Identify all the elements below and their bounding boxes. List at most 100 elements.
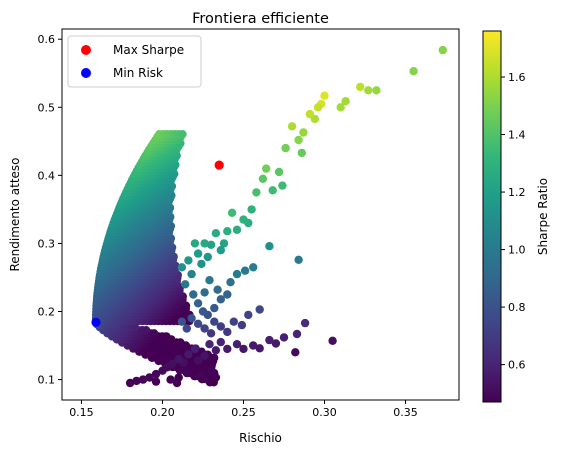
colorbar-tick-label: 0.8 (508, 301, 526, 314)
data-point (239, 215, 248, 224)
data-point (274, 167, 284, 177)
data-point (223, 290, 232, 299)
data-point (227, 208, 237, 217)
x-tick-label: 0.35 (393, 406, 418, 419)
data-point (237, 320, 247, 330)
data-point (211, 346, 221, 355)
data-point (216, 337, 225, 347)
plot-frame (61, 28, 460, 401)
data-point (190, 239, 200, 248)
data-point (291, 348, 300, 357)
data-point (223, 344, 232, 354)
colorbar-tick-label: 0.6 (508, 359, 526, 372)
data-point (200, 288, 209, 297)
data-point (299, 128, 308, 137)
colorbar-label: Sharpe Ratio (536, 178, 550, 255)
data-point (229, 317, 238, 326)
data-point (210, 317, 219, 326)
data-point (300, 318, 310, 328)
data-point (187, 269, 196, 279)
data-point (138, 375, 148, 384)
legend-marker-min-risk (81, 68, 91, 78)
y-tick-label: 0.4 (38, 169, 56, 182)
data-point (292, 329, 302, 339)
scatter-points (91, 45, 447, 388)
data-point (265, 335, 274, 345)
y-axis-label: Rendimento atteso (8, 157, 22, 271)
portfolio-cloud (91, 130, 219, 387)
data-point (265, 242, 274, 251)
data-point (223, 227, 232, 236)
colorbar (482, 30, 502, 403)
data-point (193, 299, 203, 308)
data-point (187, 314, 196, 323)
data-point (356, 82, 365, 92)
data-point (438, 45, 447, 55)
min-risk-point (91, 317, 101, 327)
data-point (177, 263, 187, 272)
data-point (249, 341, 258, 350)
x-tick-label: 0.25 (231, 406, 256, 419)
data-point (151, 369, 161, 379)
data-point (287, 122, 297, 131)
data-point (184, 256, 193, 265)
cloud-point (178, 130, 187, 139)
data-point (132, 376, 141, 386)
data-point (206, 366, 216, 375)
data-point (182, 324, 191, 333)
data-point (336, 103, 345, 112)
data-point (198, 307, 208, 316)
data-point (372, 86, 381, 95)
colorbar-tick-label: 1.4 (508, 129, 526, 142)
data-point (158, 366, 167, 375)
data-point (328, 336, 337, 345)
chart-title: Frontiera efficiente (192, 11, 329, 27)
data-point (232, 269, 242, 279)
colorbar-axis: 0.6 0.8 1.0 1.2 1.4 1.6 (501, 71, 526, 372)
data-point (297, 148, 306, 158)
data-point (219, 239, 229, 248)
cloud-point (210, 353, 219, 362)
data-point (240, 266, 250, 275)
data-point (239, 344, 248, 354)
colorbar-tick-label: 1.6 (508, 71, 526, 84)
data-point (174, 355, 183, 364)
data-point (211, 373, 221, 382)
data-point (205, 340, 214, 349)
data-point (200, 324, 209, 333)
data-point (193, 356, 203, 365)
data-point (193, 319, 203, 328)
data-point (210, 303, 219, 313)
data-point (213, 285, 222, 294)
data-point (172, 378, 182, 388)
cloud-point (176, 338, 185, 347)
data-point (216, 322, 225, 331)
data-point (177, 317, 187, 326)
x-tick-label: 0.30 (312, 406, 337, 419)
colorbar-tick-label: 1.0 (508, 244, 526, 257)
data-point (249, 263, 258, 272)
data-point (190, 344, 200, 354)
cloud-point (149, 329, 159, 338)
data-point (197, 259, 206, 269)
data-point (226, 278, 235, 287)
data-point (320, 91, 329, 100)
data-point (268, 186, 277, 195)
y-tick-label: 0.1 (38, 374, 56, 387)
data-point (258, 174, 268, 183)
legend-label-max-sharpe: Max Sharpe (113, 43, 184, 57)
data-point (232, 340, 242, 349)
data-point (255, 305, 264, 314)
data-point (281, 143, 290, 153)
data-point (262, 164, 271, 173)
cloud-point (141, 326, 151, 335)
data-point (313, 103, 323, 112)
data-point (341, 97, 350, 106)
data-point (271, 339, 281, 348)
data-point (223, 327, 232, 337)
data-point (232, 225, 242, 234)
data-point (151, 377, 161, 386)
x-axis-label: Rischio (239, 431, 282, 445)
x-axis: 0.15 0.20 0.25 0.30 0.35 (69, 400, 418, 419)
